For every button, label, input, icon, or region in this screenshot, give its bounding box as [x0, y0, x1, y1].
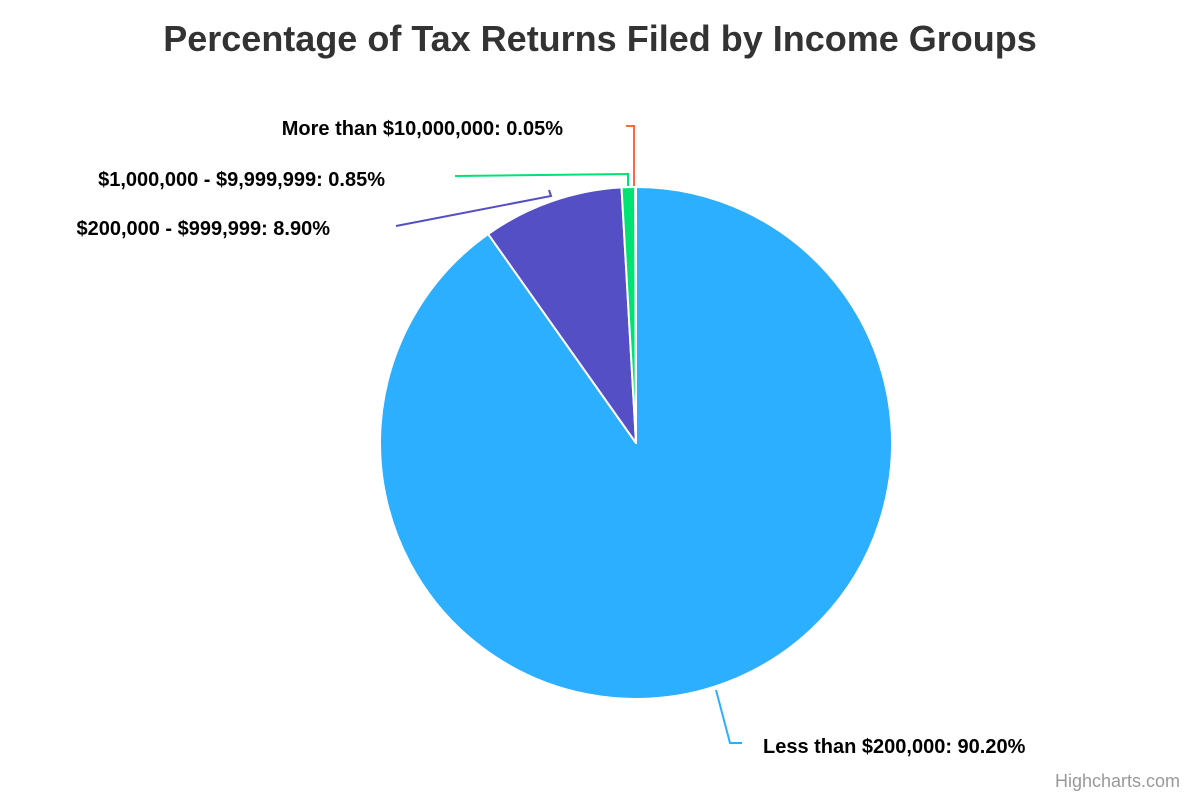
data-label-connector — [715, 689, 742, 744]
data-label: Less than $200,000: 90.20% — [763, 736, 1026, 758]
data-label: More than $10,000,000: 0.05% — [282, 118, 563, 140]
chart-title: Percentage of Tax Returns Filed by Incom… — [163, 18, 1037, 59]
pie-slice[interactable] — [487, 186, 637, 444]
data-label: $200,000 - $999,999: 8.90% — [76, 218, 330, 240]
data-label-connector — [395, 189, 553, 227]
pie-slice[interactable] — [634, 185, 637, 444]
data-label-connector — [626, 125, 635, 186]
data-label: $1,000,000 - $9,999,999: 0.85% — [98, 169, 385, 191]
data-label-connector — [454, 172, 629, 186]
credits-link[interactable]: Highcharts.com — [1054, 771, 1180, 791]
